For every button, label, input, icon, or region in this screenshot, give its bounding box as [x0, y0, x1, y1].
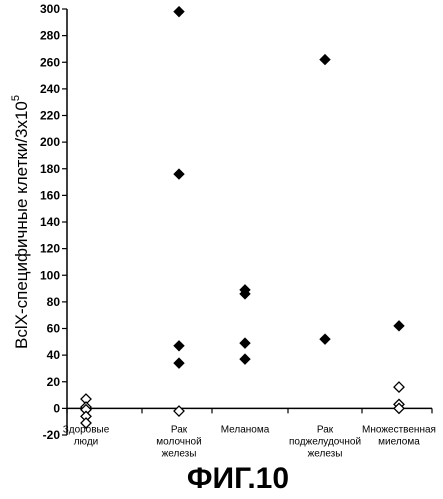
y-tick-label: 300 — [40, 2, 60, 16]
y-tick-label: 40 — [47, 348, 61, 362]
data-point-open — [393, 381, 405, 393]
data-point-filled — [173, 357, 185, 369]
y-axis: -20 0 20 40 60 80 100 120 140 160 180 200 220 240 260 2… — [40, 2, 68, 442]
x-category-label-line: поджелудочной — [289, 436, 361, 447]
data-point-open — [80, 417, 92, 429]
y-tick-label: 160 — [40, 188, 60, 202]
x-category-label: Рак молочной железы — [156, 424, 201, 459]
y-tick-label: 280 — [40, 29, 60, 43]
x-category-label-line: железы — [162, 448, 197, 459]
y-tick-label: 80 — [47, 295, 61, 309]
x-category-label: Меланома — [221, 424, 270, 435]
y-tick-label: 140 — [40, 215, 60, 229]
y-axis-label-exponent: 5 — [10, 95, 22, 101]
y-tick-label: 20 — [47, 375, 61, 389]
data-point-filled — [239, 353, 251, 365]
data-point-filled — [173, 340, 185, 352]
y-tick-label: 240 — [40, 82, 60, 96]
x-category-label: Рак поджелудочной железы — [289, 424, 361, 459]
data-point-filled — [319, 333, 331, 345]
x-category-label-line: миелома — [378, 436, 420, 447]
y-tick-label: 180 — [40, 162, 60, 176]
data-point-filled — [239, 337, 251, 349]
x-category-label-line: Здоровые — [63, 424, 110, 435]
data-point-open — [173, 405, 185, 417]
y-axis-label-text: BclX-специфичные клетки/3x10 — [12, 101, 31, 349]
data-point-filled — [239, 288, 251, 300]
x-category-label: Здоровые люди — [63, 424, 110, 447]
y-tick-label: 0 — [53, 401, 60, 415]
y-tick-label: 260 — [40, 55, 60, 69]
data-point-filled — [319, 53, 331, 66]
x-category-label-line: Меланома — [221, 424, 270, 435]
x-category-label-line: люди — [74, 436, 99, 447]
x-category-label-line: молочной — [156, 436, 201, 447]
x-category-label-line: Множественная — [362, 424, 436, 435]
y-tick-label: -20 — [43, 428, 61, 442]
x-category-label: Множественная миелома — [362, 424, 436, 447]
y-axis-label: BclX-специфичные клетки/3x105 — [10, 95, 31, 349]
y-tick-label: 120 — [40, 242, 60, 256]
data-point-filled — [173, 5, 185, 18]
y-tick-label: 200 — [40, 135, 60, 149]
y-tick-label: 220 — [40, 109, 60, 123]
y-tick-label: 60 — [47, 322, 61, 336]
x-category-label-line: Рак — [317, 424, 334, 435]
x-category-label-line: Рак — [171, 424, 188, 435]
figure-label: ФИГ.10 — [187, 462, 289, 495]
y-tick-label: 100 — [40, 268, 60, 282]
x-category-label-line: железы — [308, 448, 343, 459]
data-point-filled — [393, 320, 405, 332]
data-point-open — [393, 402, 405, 415]
data-point-filled — [173, 168, 185, 180]
data-points — [80, 5, 405, 429]
